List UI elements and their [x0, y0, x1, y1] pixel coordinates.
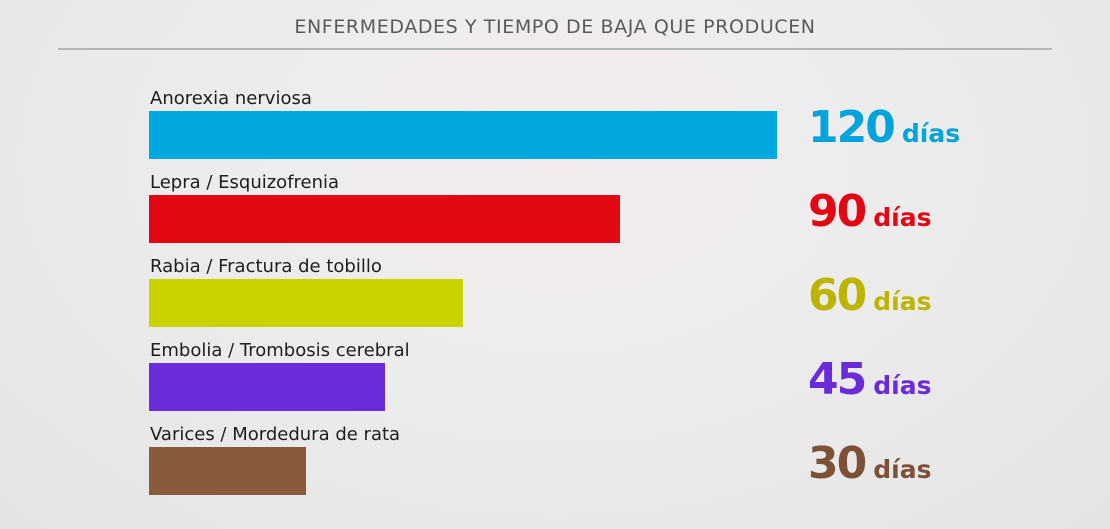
bar: [149, 111, 777, 159]
value-number: 30: [808, 438, 867, 489]
value-unit: días: [873, 203, 932, 232]
value-unit: días: [901, 119, 961, 148]
value-label: 45 días: [808, 354, 931, 414]
value-unit: días: [873, 455, 932, 484]
category-label: Lepra / Esquizofrenia: [150, 172, 340, 193]
value-number: 60: [808, 270, 867, 321]
bar: [149, 195, 620, 243]
category-label: Rabia / Fractura de tobillo: [150, 256, 382, 277]
value-number: 90: [808, 186, 867, 237]
bar: [149, 279, 463, 327]
value-unit: días: [873, 371, 932, 400]
bar-row: Rabia / Fractura de tobillo 60 días: [0, 256, 1110, 340]
value-label: 120 días: [808, 102, 960, 162]
title-divider: [58, 48, 1052, 50]
chart-title: ENFERMEDADES Y TIEMPO DE BAJA QUE PRODUC…: [294, 16, 816, 38]
bar: [149, 447, 306, 495]
value-unit: días: [873, 287, 932, 316]
bar-row: Varices / Mordedura de rata 30 días: [0, 424, 1110, 508]
bar-row: Embolia / Trombosis cerebral 45 días: [0, 340, 1110, 424]
value-number: 45: [808, 354, 867, 405]
category-label: Embolia / Trombosis cerebral: [150, 340, 410, 361]
bar-row: Lepra / Esquizofrenia 90 días: [0, 172, 1110, 256]
bar-row: Anorexia nerviosa 120 días: [0, 88, 1110, 172]
value-label: 90 días: [808, 186, 931, 246]
bar: [149, 363, 385, 411]
value-number: 120: [808, 102, 896, 153]
category-label: Anorexia nerviosa: [150, 88, 312, 109]
value-label: 60 días: [808, 270, 931, 330]
value-label: 30 días: [808, 438, 931, 498]
category-label: Varices / Mordedura de rata: [150, 424, 401, 445]
